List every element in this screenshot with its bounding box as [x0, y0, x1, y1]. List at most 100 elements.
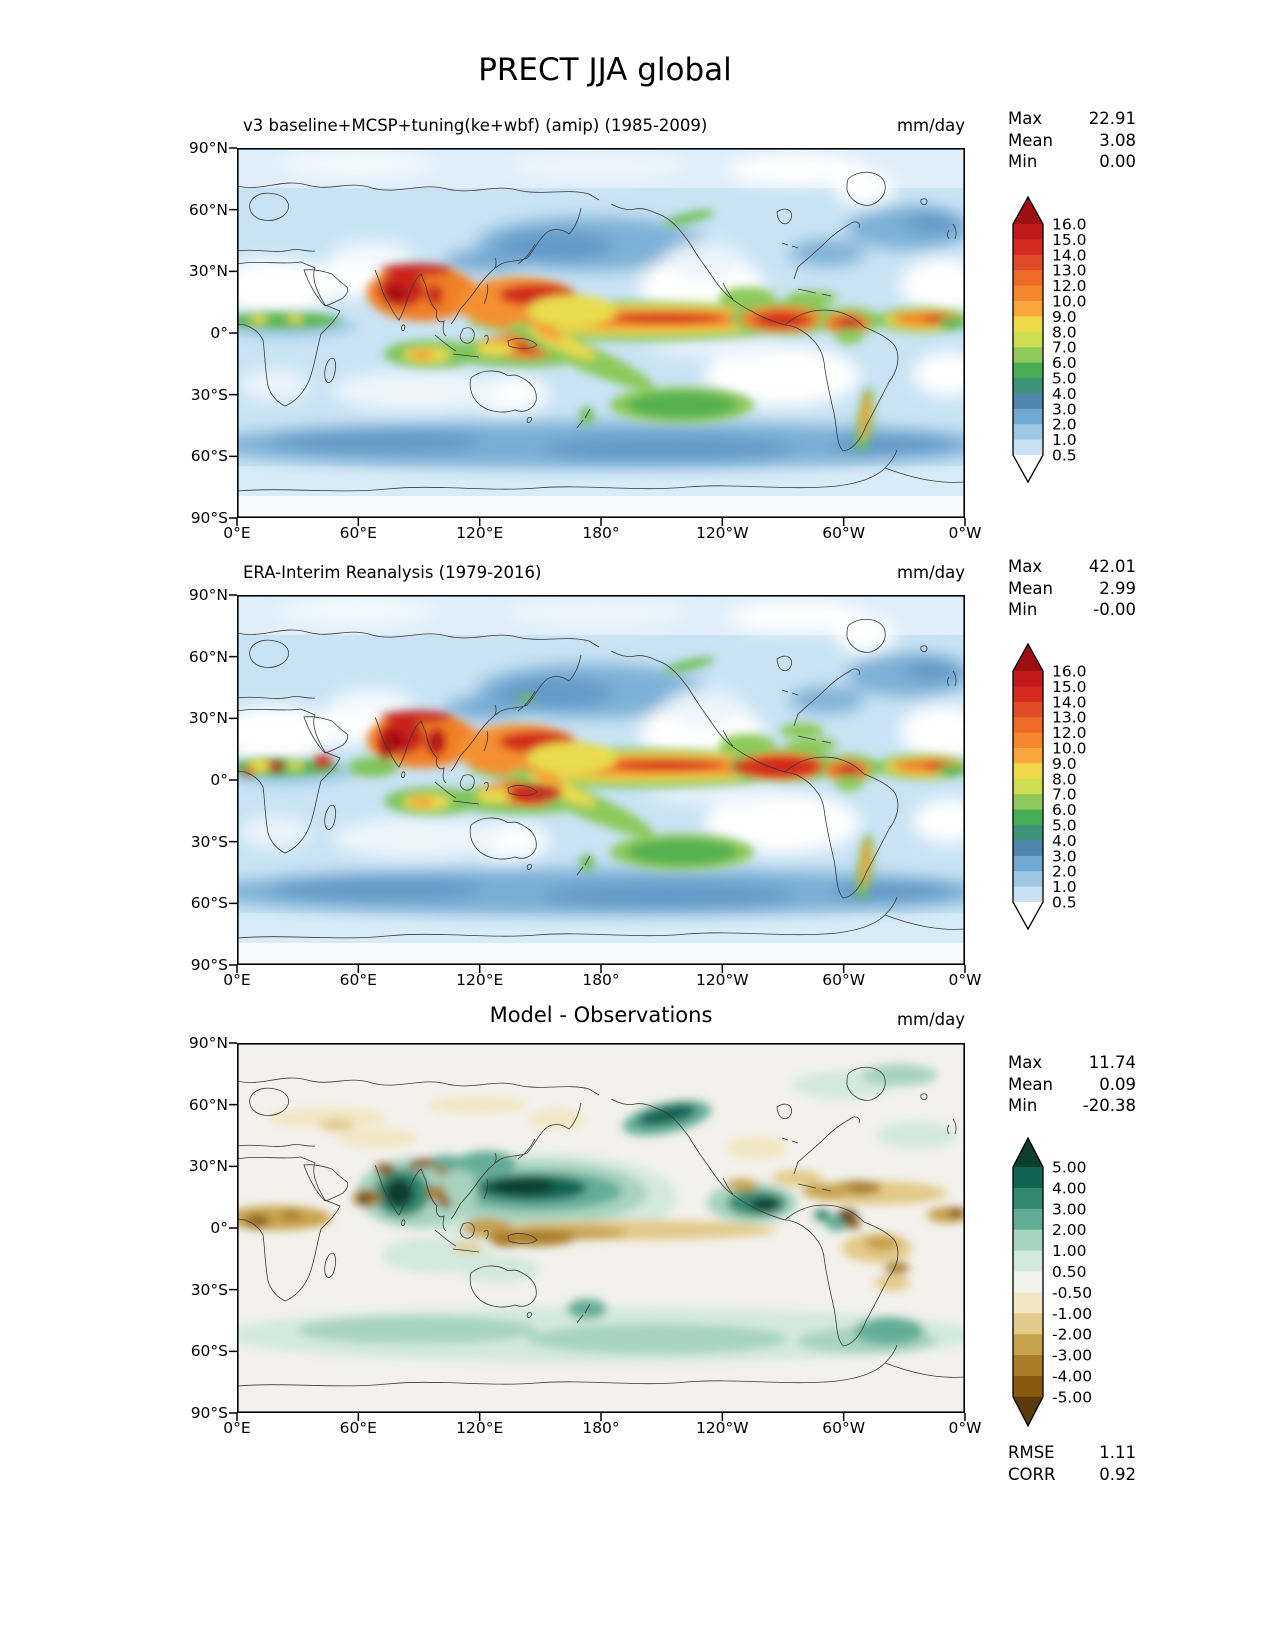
lat-tick-label: 30°S	[190, 385, 228, 404]
lat-tick-label: 30°S	[190, 1280, 228, 1299]
lon-tick-label: 120°E	[456, 1419, 504, 1437]
svg-text:2.0: 2.0	[1052, 416, 1077, 434]
panel1-units-label: mm/day	[896, 116, 965, 135]
svg-text:-3.00: -3.00	[1052, 1347, 1092, 1365]
lon-tick-label: 60°W	[822, 524, 866, 542]
lon-tick-label: 60°W	[822, 971, 866, 989]
stat-label: Min	[1008, 1096, 1038, 1115]
svg-text:3.0: 3.0	[1052, 400, 1077, 418]
panel3-title: Model - Observations	[489, 1003, 713, 1027]
panel3-units-label: mm/day	[896, 1010, 965, 1029]
stat-row: Mean 3.08	[1008, 130, 1136, 152]
svg-text:2.00: 2.00	[1052, 1221, 1086, 1239]
panel3-lon-axis: 0°E 60°E 120°E 180° 120°W 60°W 0°W	[223, 1419, 981, 1441]
lon-tick-label: 180°	[582, 524, 620, 542]
lat-tick-label: 90°S	[190, 1404, 228, 1422]
lon-tick-label: 0°W	[948, 1419, 982, 1437]
panel3-colorbar: 5.00 4.00 3.00 2.00 1.00 0.50 -0.50 -1.00 -2.00 -…	[1012, 1136, 1142, 1433]
lat-tick-label: 60°S	[190, 894, 228, 913]
svg-text:8.0: 8.0	[1052, 323, 1077, 341]
stat-value: 1.11	[1099, 1443, 1136, 1462]
lon-tick-label: 180°	[582, 971, 620, 989]
svg-text:3.00: 3.00	[1052, 1200, 1086, 1218]
lat-tick-label: 60°S	[190, 447, 228, 466]
stat-label: Max	[1008, 1053, 1043, 1072]
svg-text:15.0: 15.0	[1052, 231, 1087, 249]
svg-text:14.0: 14.0	[1052, 246, 1087, 264]
svg-text:12.0: 12.0	[1052, 724, 1087, 742]
svg-text:-1.00: -1.00	[1052, 1305, 1092, 1323]
stat-label: Min	[1008, 600, 1038, 619]
lon-tick-label: 60°E	[339, 524, 377, 542]
stat-label: Mean	[1008, 578, 1053, 598]
panel2-units-label: mm/day	[896, 563, 965, 582]
lat-tick-label: 30°S	[190, 832, 228, 851]
panel1-lat-axis: 90°N 60°N 30°N 0° 30°S 60°S 90°S	[0, 139, 228, 527]
stat-value: 0.92	[1099, 1464, 1136, 1484]
stat-label: Mean	[1008, 130, 1053, 150]
lon-tick-label: 120°E	[456, 524, 504, 542]
stat-row: Mean 0.09	[1008, 1074, 1136, 1096]
lon-tick-label: 120°W	[695, 1419, 749, 1437]
stat-row: Max 22.91	[1008, 108, 1136, 130]
svg-text:0.50: 0.50	[1052, 1263, 1086, 1281]
lon-tick-label: 180°	[582, 1419, 620, 1437]
svg-text:14.0: 14.0	[1052, 693, 1087, 711]
stat-value: 2.99	[1099, 578, 1136, 598]
lon-tick-label: 60°W	[822, 1419, 866, 1437]
svg-text:4.0: 4.0	[1052, 385, 1077, 403]
figure-title: PRECT JJA global	[478, 52, 732, 88]
panel1-title: v3 baseline+MCSP+tuning(ke+wbf) (amip) (…	[243, 116, 708, 135]
svg-text:-2.00: -2.00	[1052, 1326, 1092, 1344]
svg-text:4.00: 4.00	[1052, 1179, 1086, 1197]
svg-text:3.0: 3.0	[1052, 847, 1077, 865]
panel2-lon-axis: 0°E 60°E 120°E 180° 120°W 60°W 0°W	[223, 971, 981, 993]
lat-tick-label: 90°N	[188, 1034, 228, 1052]
lat-tick-label: 30°N	[188, 1157, 228, 1176]
lat-tick-label: 30°N	[188, 262, 228, 281]
stat-label: Max	[1008, 109, 1043, 128]
panel1-lon-axis: 0°E 60°E 120°E 180° 120°W 60°W 0°W	[223, 524, 981, 546]
svg-text:10.0: 10.0	[1052, 293, 1087, 311]
svg-text:7.0: 7.0	[1052, 339, 1077, 357]
stat-label: CORR	[1008, 1464, 1056, 1484]
svg-text:6.0: 6.0	[1052, 354, 1077, 372]
lat-tick-label: 0°	[210, 1219, 228, 1237]
panel3-stats: Max 11.74 Mean 0.09 Min -20.38	[1008, 1052, 1136, 1117]
stat-row: Mean 2.99	[1008, 578, 1136, 600]
stat-row: Min -0.00	[1008, 599, 1136, 621]
svg-text:-0.50: -0.50	[1052, 1284, 1092, 1302]
lat-tick-label: 60°N	[188, 200, 228, 219]
stat-value: -20.38	[1082, 1096, 1136, 1115]
panel2-lat-axis: 90°N 60°N 30°N 0° 30°S 60°S 90°S	[0, 586, 228, 974]
svg-text:1.00: 1.00	[1052, 1242, 1086, 1260]
lon-tick-label: 120°E	[456, 971, 504, 989]
svg-text:9.0: 9.0	[1052, 755, 1077, 773]
panel1-colorbar: 16.0 15.0 14.0 13.0 12.0 10.0 9.0 8.0 7.0 6.0 5.0 4…	[1012, 195, 1142, 489]
svg-text:2.0: 2.0	[1052, 863, 1077, 881]
diff-map	[229, 1042, 966, 1421]
svg-text:4.0: 4.0	[1052, 832, 1077, 850]
svg-text:0.5: 0.5	[1052, 447, 1077, 465]
panel2-stats: Max 42.01 Mean 2.99 Min -0.00	[1008, 556, 1136, 621]
stat-value: 3.08	[1099, 130, 1136, 150]
svg-text:-5.00: -5.00	[1052, 1388, 1092, 1406]
lon-tick-label: 0°W	[948, 971, 982, 989]
svg-text:16.0: 16.0	[1052, 663, 1087, 681]
stat-label: Max	[1008, 557, 1043, 576]
stat-row: Min 0.00	[1008, 151, 1136, 173]
panel2-title: ERA-Interim Reanalysis (1979-2016)	[243, 563, 542, 582]
lon-tick-label: 60°E	[339, 971, 377, 989]
lat-tick-label: 90°N	[188, 586, 228, 604]
lon-tick-label: 0°E	[223, 971, 251, 989]
stat-value: 0.00	[1099, 152, 1136, 171]
stat-row: RMSE 1.11	[1008, 1442, 1136, 1464]
lat-tick-label: 90°S	[190, 956, 228, 974]
svg-text:5.0: 5.0	[1052, 370, 1077, 388]
stat-value: 22.91	[1088, 109, 1136, 128]
svg-text:7.0: 7.0	[1052, 786, 1077, 804]
lat-tick-label: 0°	[210, 324, 228, 342]
lon-tick-label: 120°W	[695, 971, 749, 989]
lat-tick-label: 30°N	[188, 709, 228, 728]
